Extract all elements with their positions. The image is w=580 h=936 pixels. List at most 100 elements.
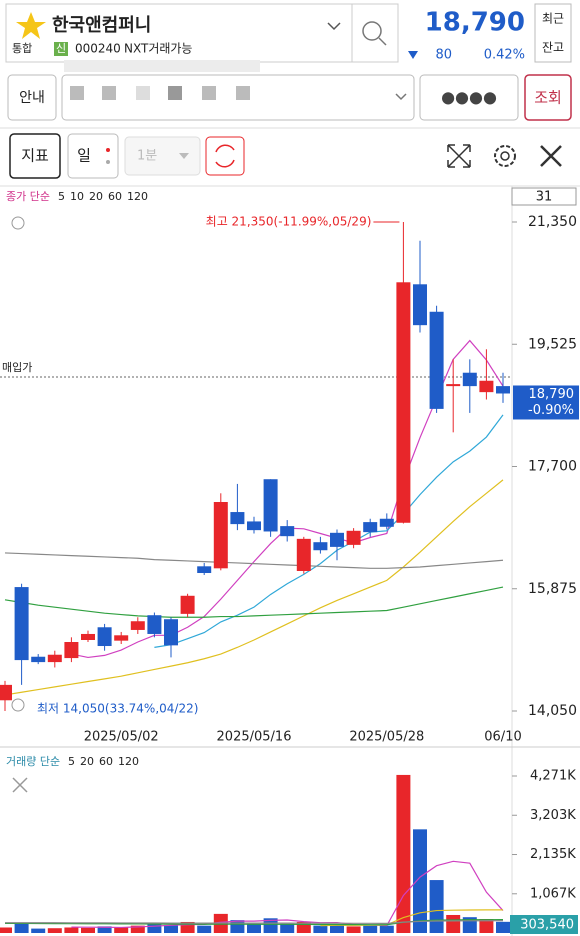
volume-bar — [446, 914, 461, 933]
candle-body — [479, 380, 494, 393]
search-box[interactable] — [5, 3, 399, 63]
x-tick-label: 2025/05/16 — [217, 730, 292, 745]
recent-button[interactable]: 최근 — [542, 12, 564, 26]
indicator-button[interactable] — [9, 133, 61, 179]
legend-item: 120 — [118, 755, 139, 768]
y-tick-label: 19,525 — [528, 336, 577, 352]
volume-bar — [197, 925, 212, 933]
query-label: 조회 — [534, 89, 562, 107]
candle-body — [330, 532, 344, 547]
volume-average — [5, 920, 504, 924]
volume-bar — [263, 918, 278, 933]
volume-bar — [330, 924, 344, 933]
candle-body — [363, 522, 378, 533]
candle-body — [81, 633, 95, 640]
volume-average — [320, 909, 503, 927]
down-arrow — [408, 51, 418, 59]
refresh-button[interactable] — [205, 136, 245, 176]
candle-body — [31, 656, 46, 663]
x-tick-label: 2025/05/28 — [349, 730, 424, 745]
redaction — [70, 86, 250, 100]
candle-body — [263, 479, 278, 532]
last-price: 18,790 — [529, 387, 575, 402]
password-field[interactable] — [419, 74, 519, 121]
dot — [106, 148, 110, 152]
candle-body — [413, 284, 427, 326]
close-icon[interactable] — [12, 777, 28, 793]
period-button[interactable] — [67, 133, 119, 179]
zoom-icon[interactable] — [11, 216, 25, 230]
nxt-tag: NXT거래가능 — [124, 42, 192, 56]
legend-item: 120 — [127, 190, 148, 203]
zoom-icon — [11, 698, 25, 712]
candle-body — [14, 587, 29, 661]
settings-icon[interactable] — [494, 145, 516, 167]
volume-bar — [280, 923, 295, 933]
candle-body — [130, 621, 145, 630]
volume-bar — [97, 926, 112, 933]
y-tick-label: 4,271K — [530, 769, 576, 784]
current-price: 18,790 — [425, 8, 525, 38]
candle-body — [496, 386, 510, 394]
stock-name: 한국앤컴퍼니 — [52, 15, 151, 36]
legend-item: 5 — [58, 190, 65, 203]
volume-bar — [479, 919, 494, 933]
y-tick-label: 21,350 — [528, 214, 577, 230]
dropdown-arrow[interactable] — [327, 22, 341, 31]
candle-body — [296, 538, 311, 571]
favorite-star[interactable] — [16, 12, 46, 39]
x-tick-label: 06/10 — [484, 730, 521, 745]
volume-bar — [147, 923, 162, 933]
last-price-box — [513, 385, 579, 420]
candle-body — [0, 684, 12, 701]
volume-bar — [130, 925, 145, 933]
search-icon[interactable] — [362, 21, 382, 41]
candle-body — [379, 518, 394, 527]
volume-bar — [313, 925, 328, 933]
indicator-label: 지표 — [21, 147, 49, 165]
stock-code: 000240 — [75, 42, 121, 56]
last-volume-box — [510, 915, 578, 934]
candle-body — [247, 521, 261, 531]
count-label: 31 — [536, 190, 553, 205]
candle-body — [164, 619, 178, 646]
guide-button[interactable] — [7, 74, 57, 121]
fullscreen-icon[interactable] — [447, 144, 471, 168]
interval-select[interactable] — [124, 136, 201, 176]
tools-icon[interactable] — [540, 145, 562, 167]
volume-bar — [379, 925, 394, 933]
legend-title: 종가 단순 — [6, 190, 50, 203]
volume-bar — [413, 829, 427, 933]
dropdown-arrow — [179, 153, 189, 159]
candle-body — [114, 635, 129, 641]
candle-body — [213, 502, 228, 569]
volume-bar — [0, 927, 12, 933]
volume-bar — [81, 927, 95, 933]
y-tick-label: 15,875 — [528, 581, 577, 597]
volume-bar — [346, 926, 361, 933]
guide-label: 안내 — [19, 90, 45, 106]
volume-bar — [14, 923, 29, 933]
volume-bar — [429, 880, 444, 933]
volume-bar — [496, 921, 510, 933]
query-button[interactable] — [524, 74, 572, 121]
legend-item: 60 — [108, 190, 122, 203]
volume-bar — [31, 928, 46, 933]
volume-bar — [396, 774, 411, 933]
candle-body — [147, 615, 162, 634]
price-change: 80 — [435, 48, 452, 63]
candle-body — [197, 566, 212, 574]
volume-bar — [363, 925, 378, 933]
legend-title: 거래량 단순 — [6, 755, 60, 768]
y-tick-label: 1,067K — [530, 886, 576, 901]
high-annotation: 최고 21,350(-11.99%,05/29) — [206, 215, 372, 229]
candle-body — [64, 642, 79, 659]
low-annotation: 최저 14,050(33.74%,04/22) — [37, 702, 198, 716]
candle-body — [346, 530, 361, 545]
volume-bar — [114, 927, 129, 933]
dot — [106, 160, 110, 164]
balance-button[interactable]: 잔고 — [542, 41, 564, 55]
moving-average — [4, 479, 504, 696]
credit-badge-text: 신 — [56, 42, 66, 55]
